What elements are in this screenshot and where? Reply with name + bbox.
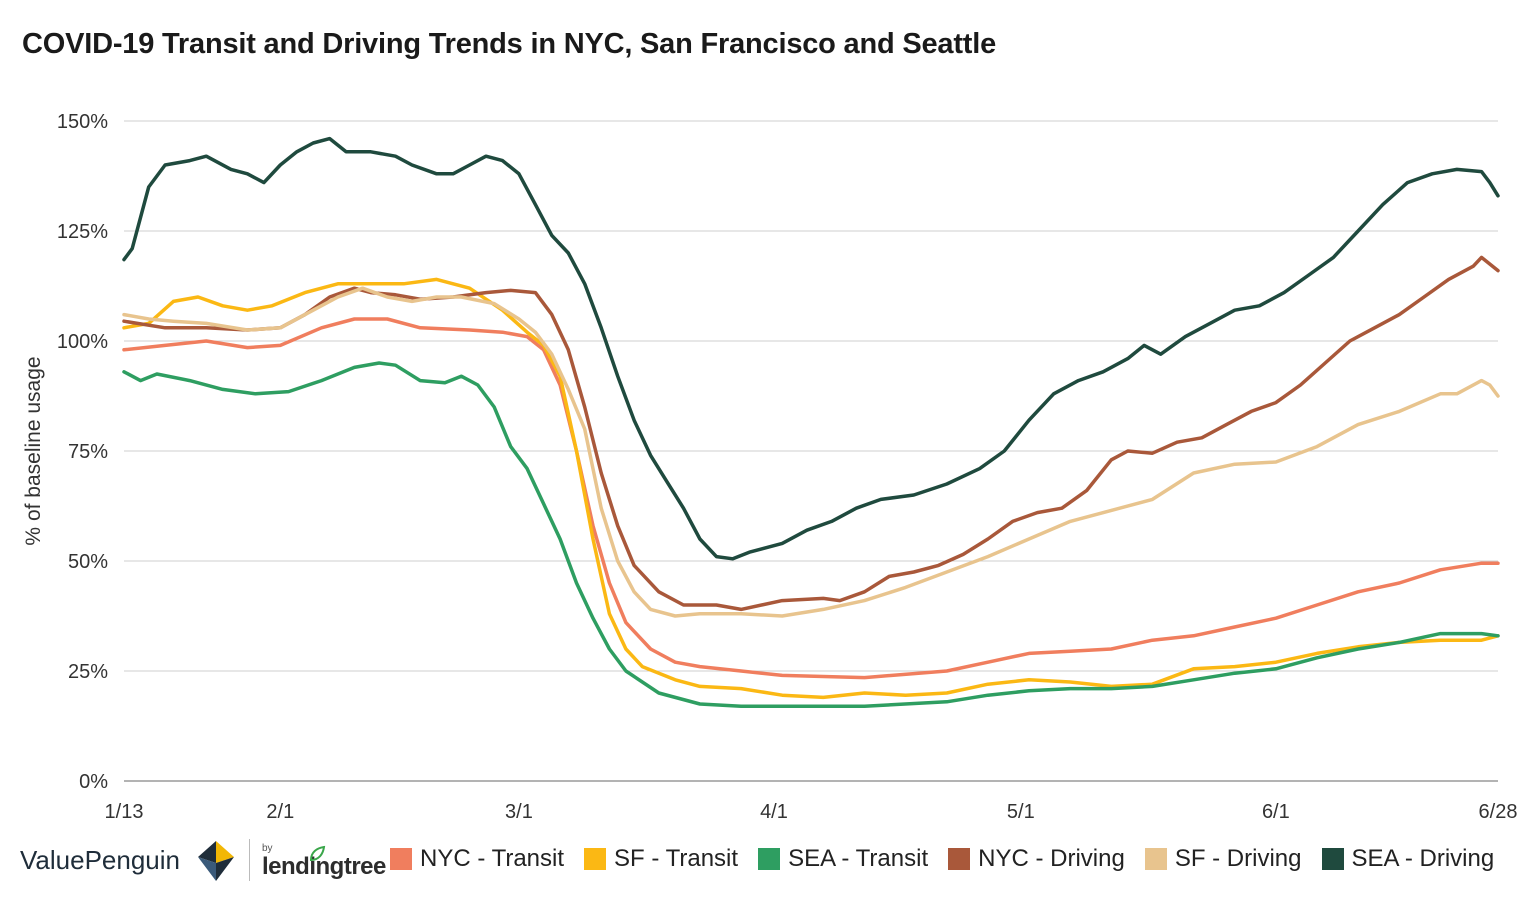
legend-swatch <box>948 848 971 870</box>
y-tick-label: 50% <box>68 551 108 573</box>
chart-title: COVID-19 Transit and Driving Trends in N… <box>22 28 997 60</box>
valuepenguin-logo-text: ValuePenguin <box>20 845 180 875</box>
legend-label: SEA - Transit <box>788 845 929 872</box>
series-line-nyc-driving <box>122 255 1500 612</box>
series-line-sea-transit <box>122 361 1500 708</box>
footer: ValuePenguin by lendingtree NYC - Transi… <box>18 835 1508 890</box>
x-tick-label: 5/1 <box>1007 801 1035 823</box>
x-tick-label: 6/1 <box>1262 801 1290 823</box>
legend-swatch <box>758 848 781 870</box>
series-line-nyc-transit <box>122 317 1500 680</box>
legend-item: NYC - Transit <box>390 845 564 873</box>
brand-divider <box>249 839 250 881</box>
y-tick-label: 0% <box>79 771 108 793</box>
legend-swatch <box>390 848 412 870</box>
x-tick-label: 4/1 <box>760 801 788 823</box>
x-tick-label: 1/13 <box>105 801 144 823</box>
y-tick-label: 150% <box>57 111 108 133</box>
y-tick-label: 125% <box>57 221 108 243</box>
x-tick-label: 3/1 <box>505 801 533 823</box>
legend-item: SEA - Transit <box>758 845 928 873</box>
lendingtree-by-text: by <box>262 843 273 854</box>
x-tick-label: 6/28 <box>1479 801 1518 823</box>
legend-label: NYC - Transit <box>420 845 565 872</box>
legend-label: SF - Transit <box>614 845 739 872</box>
series-line-sea-driving <box>122 136 1500 561</box>
y-tick-label: 75% <box>68 441 108 463</box>
legend-label: SEA - Driving <box>1351 845 1495 872</box>
line-chart: 0% 25% 50% 75% 100% 125% 150% 1/13 2/1 3/1 4/1 5/1… <box>22 111 1518 823</box>
legend-label: NYC - Driving <box>978 845 1125 872</box>
legend-item: SF - Driving <box>1144 845 1302 873</box>
legend-swatch <box>1144 848 1167 870</box>
series-line-sf-driving <box>122 286 1500 618</box>
legend-swatch <box>584 848 607 870</box>
lendingtree-logo-text: lendingtree <box>262 853 386 880</box>
legend-item: SEA - Driving <box>1321 845 1495 873</box>
y-tick-label: 25% <box>68 661 108 683</box>
x-tick-label: 2/1 <box>266 801 294 823</box>
legend-label: SF - Driving <box>1174 845 1302 872</box>
series-line-sf-transit <box>122 277 1500 700</box>
legend: NYC - Transit SF - Transit SEA - Transit NY… <box>390 845 1494 873</box>
y-axis-label: % of baseline usage <box>22 356 45 545</box>
grid-lines <box>124 120 1498 782</box>
legend-swatch <box>1321 848 1344 870</box>
y-tick-label: 100% <box>57 331 108 353</box>
series-lines <box>122 136 1500 708</box>
legend-item: SF - Transit <box>584 845 738 873</box>
valuepenguin-logo-icon <box>198 841 234 881</box>
legend-item: NYC - Driving <box>948 845 1125 873</box>
y-axis-ticks: 0% 25% 50% 75% 100% 125% 150% <box>57 111 108 793</box>
x-axis-ticks: 1/13 2/1 3/1 4/1 5/1 6/1 6/28 <box>105 801 1518 823</box>
leaf-icon <box>309 845 326 862</box>
